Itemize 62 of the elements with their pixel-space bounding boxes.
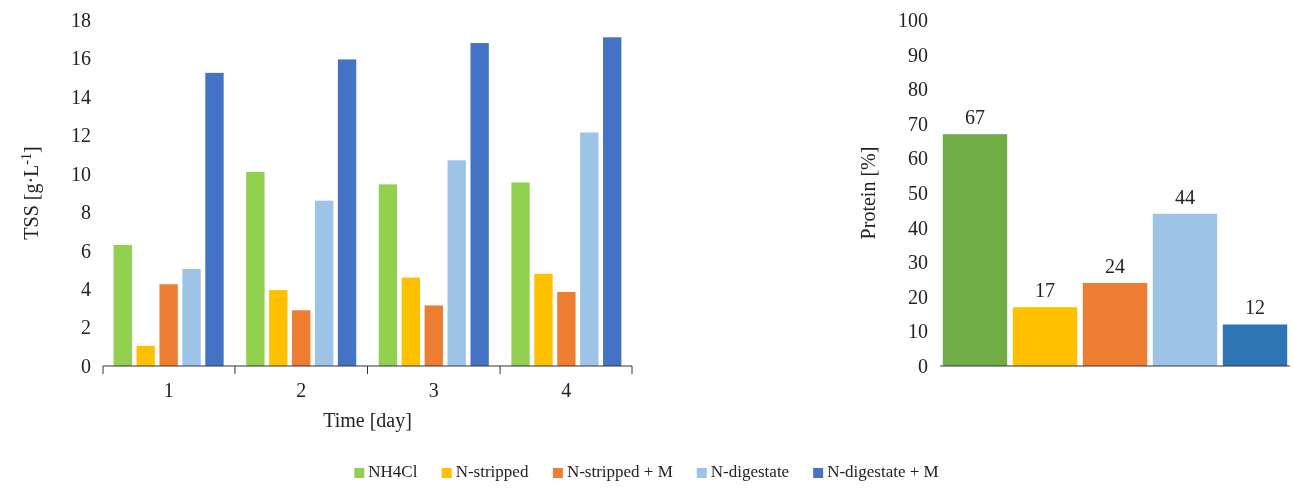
bar [1082,282,1148,366]
y-tick-label: 10 [908,320,928,343]
x-tick-label: 2 [296,379,307,401]
legend-label: NH4Cl [368,462,418,481]
legend-label: N-stripped [455,462,529,481]
data-label: 44 [1175,185,1195,208]
y-tick-label: 30 [908,251,928,274]
y-tick-label: 90 [908,43,928,66]
x-tick-label: 4 [561,379,572,401]
y-tick-label: 100 [898,8,928,31]
y-tick-label: 70 [908,112,928,135]
data-label: 67 [965,106,985,129]
legend-label: N-digestate + M [827,462,939,481]
bar [113,244,132,366]
bar [1222,324,1288,366]
y-tick-label: 50 [908,181,928,204]
bar [205,72,224,366]
x-tick-label: 1 [163,379,174,401]
bar [314,200,334,366]
bar [942,134,1008,366]
bar [447,160,466,366]
bar [534,273,553,366]
y-tick-label: 80 [908,78,928,101]
y-tick-label: 10 [71,162,91,185]
y-tick-label: 0 [81,354,91,377]
x-tick-label: 3 [428,379,439,401]
y-tick-label: 12 [71,124,91,147]
y-axis-title: Protein [%] [857,146,879,240]
y-tick-label: 14 [71,85,91,108]
legend-label: N-stripped + M [566,462,673,481]
bar [1152,213,1218,366]
bar [246,171,265,366]
bar [580,132,599,366]
y-tick-label: 20 [908,285,928,308]
y-tick-label: 16 [71,47,91,70]
x-axis-title: Time [day] [323,409,412,432]
data-label: 24 [1105,254,1125,277]
bar [511,182,530,366]
y-tick-label: 6 [81,239,91,262]
data-label: 17 [1035,279,1055,302]
legend-label: N-digestate [710,462,790,481]
bar [337,59,357,366]
y-tick-label: 0 [918,354,928,377]
bar [1012,307,1078,366]
bar [470,43,489,366]
bar [378,184,398,366]
y-tick-label: 8 [81,201,91,224]
bar [136,345,155,366]
bar [603,37,622,366]
y-tick-label: 40 [908,216,928,239]
bar [292,310,311,366]
bar [401,277,421,366]
data-label: 12 [1245,296,1265,319]
y-tick-label: 18 [71,8,91,31]
y-tick-label: 2 [81,316,91,339]
bar [424,305,443,366]
bar [159,284,178,366]
bar [182,268,201,366]
bar [269,290,288,366]
y-tick-label: 4 [81,278,91,301]
y-tick-label: 60 [908,147,928,170]
bar [557,291,576,366]
